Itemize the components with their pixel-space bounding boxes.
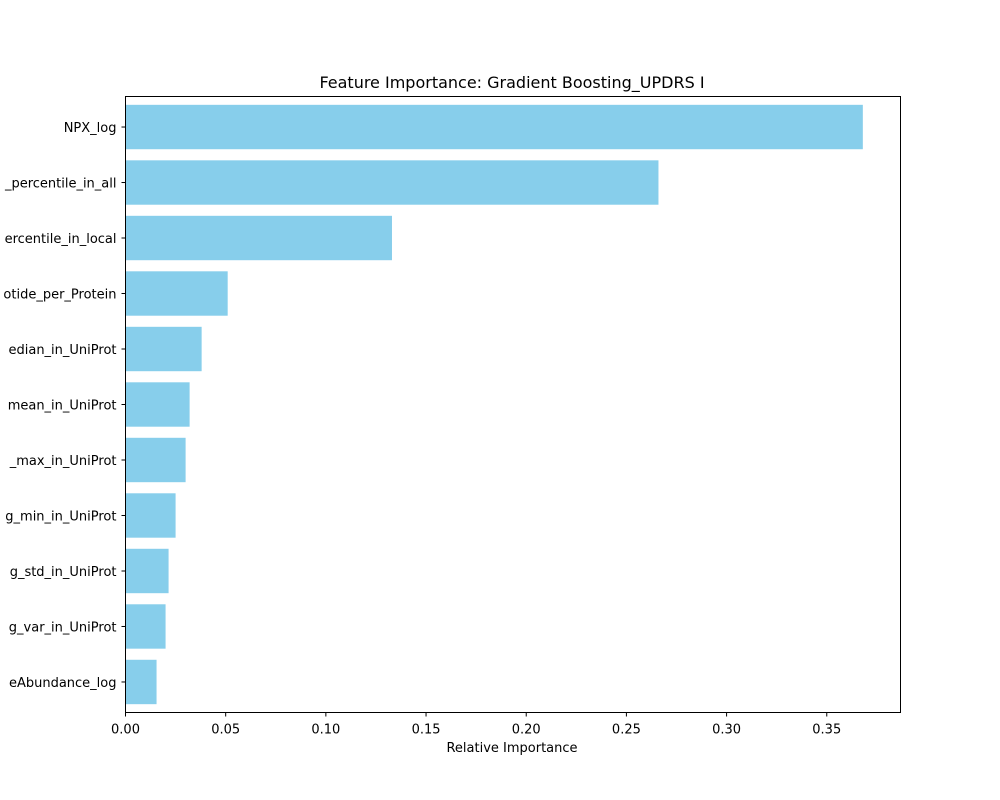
y-tick-label: ercentile_in_local bbox=[5, 232, 117, 247]
bar bbox=[125, 493, 176, 538]
y-tick-label: _percentile_in_all bbox=[4, 177, 117, 192]
x-tick-label: 0.25 bbox=[612, 723, 641, 738]
bar bbox=[125, 271, 228, 316]
bars-group bbox=[125, 104, 863, 705]
y-tick-label: eAbundance_log bbox=[9, 676, 117, 691]
bar bbox=[125, 104, 863, 150]
y-tick-label: mean_in_UniProt bbox=[8, 399, 117, 414]
bar bbox=[125, 604, 166, 649]
x-tick-label: 0.30 bbox=[712, 723, 741, 738]
y-tick-label: otide_per_Protein bbox=[3, 288, 116, 303]
x-tick-label: 0.10 bbox=[311, 723, 340, 738]
y-tick-label: edian_in_UniProt bbox=[8, 343, 116, 358]
x-ticks-group: 0.00 0.05 0.10 0.15 0.20 0.25 0.30 0.35 bbox=[111, 712, 841, 738]
bar bbox=[125, 548, 169, 594]
x-tick-label: 0.05 bbox=[211, 723, 240, 738]
x-tick-label: 0.00 bbox=[111, 723, 140, 738]
chart-title: Feature Importance: Gradient Boosting_UP… bbox=[319, 73, 704, 93]
y-ticks-group: NPX_log _percentile_in_all ercentile_in_lo… bbox=[3, 121, 126, 691]
y-tick-label: g_var_in_UniProt bbox=[9, 620, 117, 635]
bar bbox=[125, 437, 186, 483]
bar bbox=[125, 160, 659, 205]
y-tick-label: g_min_in_UniProt bbox=[5, 509, 116, 524]
bar bbox=[125, 659, 157, 705]
y-tick-label: NPX_log bbox=[64, 121, 117, 136]
y-tick-label: g_std_in_UniProt bbox=[10, 565, 117, 580]
x-tick-label: 0.20 bbox=[512, 723, 541, 738]
x-tick-label: 0.35 bbox=[812, 723, 841, 738]
x-tick-label: 0.15 bbox=[412, 723, 441, 738]
bar bbox=[125, 215, 392, 261]
bar bbox=[125, 382, 190, 427]
y-tick-label: _max_in_UniProt bbox=[9, 454, 117, 469]
plot-frame bbox=[125, 96, 901, 713]
x-axis-label: Relative Importance bbox=[446, 741, 577, 756]
bar bbox=[125, 326, 202, 372]
